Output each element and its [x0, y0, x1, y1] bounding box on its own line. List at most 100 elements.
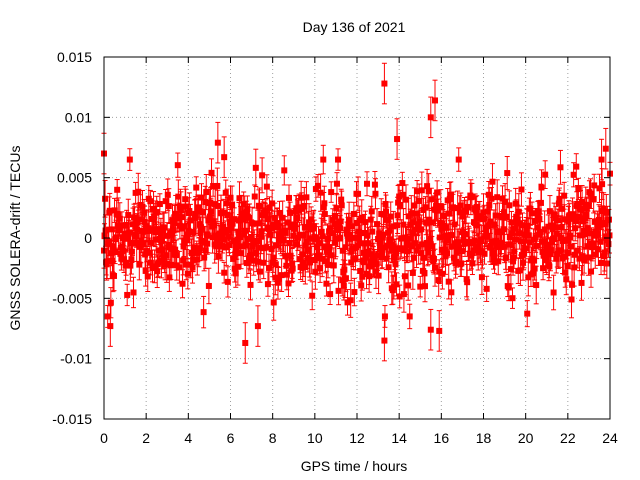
- data-point: [333, 172, 340, 196]
- data-point: [320, 191, 327, 223]
- data-point: [425, 173, 432, 210]
- data-point: [587, 178, 594, 209]
- y-tick-label: 0.01: [65, 109, 92, 125]
- x-tick-label: 10: [307, 430, 323, 446]
- y-tick-label: 0.015: [57, 49, 92, 65]
- data-point: [406, 303, 413, 330]
- data-point: [591, 173, 598, 198]
- data-point: [114, 179, 121, 201]
- x-tick-label: 6: [227, 430, 235, 446]
- data-point: [455, 147, 462, 172]
- data-point: [200, 295, 207, 329]
- data-point: [504, 156, 511, 191]
- x-tick-label: 20: [518, 430, 534, 446]
- data-point: [464, 263, 471, 301]
- data-point: [554, 208, 561, 232]
- data-point-outlier: [432, 79, 439, 122]
- data-point: [364, 171, 371, 197]
- data-point: [578, 265, 585, 301]
- data-point: [275, 266, 282, 291]
- data-point: [264, 271, 271, 297]
- data-point-outlier: [427, 308, 434, 351]
- y-tick-label: 0: [84, 230, 92, 246]
- data-point: [432, 248, 439, 287]
- data-point: [390, 210, 397, 242]
- x-tick-label: 22: [560, 430, 576, 446]
- data-point: [335, 148, 342, 171]
- data-point: [184, 258, 191, 290]
- data-point: [327, 283, 334, 306]
- data-point: [550, 274, 557, 311]
- data-point: [126, 148, 133, 171]
- data-point: [338, 190, 345, 221]
- x-tick-label: 14: [391, 430, 407, 446]
- data-point: [274, 265, 281, 300]
- data-point: [463, 260, 470, 298]
- data-point-outlier: [242, 322, 249, 364]
- data-point: [205, 267, 212, 305]
- data-point: [396, 284, 403, 309]
- data-point: [405, 270, 412, 301]
- data-point: [124, 283, 131, 307]
- data-point: [156, 193, 163, 215]
- data-point: [527, 191, 534, 226]
- data-point: [224, 266, 231, 298]
- data-point: [403, 184, 410, 216]
- y-tick-label: -0.005: [52, 290, 92, 306]
- y-tick-label: 0.005: [57, 170, 92, 186]
- data-point: [509, 287, 516, 309]
- data-point: [111, 260, 118, 292]
- data-point: [518, 172, 525, 207]
- data-point: [208, 158, 215, 188]
- data-point: [263, 174, 270, 200]
- data-point: [566, 203, 573, 228]
- data-point: [605, 208, 612, 231]
- data-point: [328, 181, 335, 203]
- x-tick-label: 16: [434, 430, 450, 446]
- data-point: [439, 258, 446, 290]
- data-point: [456, 195, 463, 230]
- data-point: [259, 157, 266, 194]
- data-point: [446, 181, 453, 216]
- data-point: [289, 255, 296, 282]
- data-point: [136, 248, 143, 281]
- data-point-outlier: [602, 127, 609, 170]
- data-point-outlier: [381, 319, 388, 362]
- x-tick-label: 0: [100, 430, 108, 446]
- data-point: [281, 155, 288, 186]
- data-point: [191, 199, 198, 237]
- data-point: [265, 253, 272, 283]
- data-point: [351, 277, 358, 307]
- data-point-outlier: [254, 305, 261, 347]
- x-axis-label: GPS time / hours: [301, 458, 408, 474]
- data-point: [533, 265, 540, 305]
- tick-layer: 0 2 4 6 8 10 12 14 16 18 20 22 240.0150.010.0050-0.0…: [52, 49, 618, 446]
- data-point: [141, 205, 148, 239]
- data-point: [247, 269, 254, 301]
- y-axis-label: GNSS SOLERA-drift / TECUs: [7, 146, 23, 331]
- x-tick-label: 2: [142, 430, 150, 446]
- data-point-outlier: [214, 121, 221, 164]
- data-point: [309, 281, 316, 311]
- data-point-outlier: [381, 62, 388, 105]
- data-point-outlier: [598, 138, 605, 181]
- data-point-outlier: [436, 310, 443, 352]
- data-point: [573, 153, 580, 181]
- data-point: [270, 284, 277, 321]
- data-point: [285, 269, 292, 298]
- data-point: [478, 259, 485, 295]
- data-point: [301, 186, 308, 225]
- data-point: [468, 182, 475, 211]
- data-point: [320, 144, 327, 175]
- data-point: [423, 209, 430, 236]
- data-point: [344, 289, 351, 316]
- x-tick-label: 24: [602, 430, 618, 446]
- data-point: [579, 236, 586, 276]
- data-point: [606, 217, 613, 254]
- data-point: [321, 202, 328, 226]
- data-point: [389, 275, 396, 305]
- chart-title: Day 136 of 2021: [303, 19, 406, 35]
- data-point: [263, 233, 270, 262]
- data-point: [381, 305, 388, 328]
